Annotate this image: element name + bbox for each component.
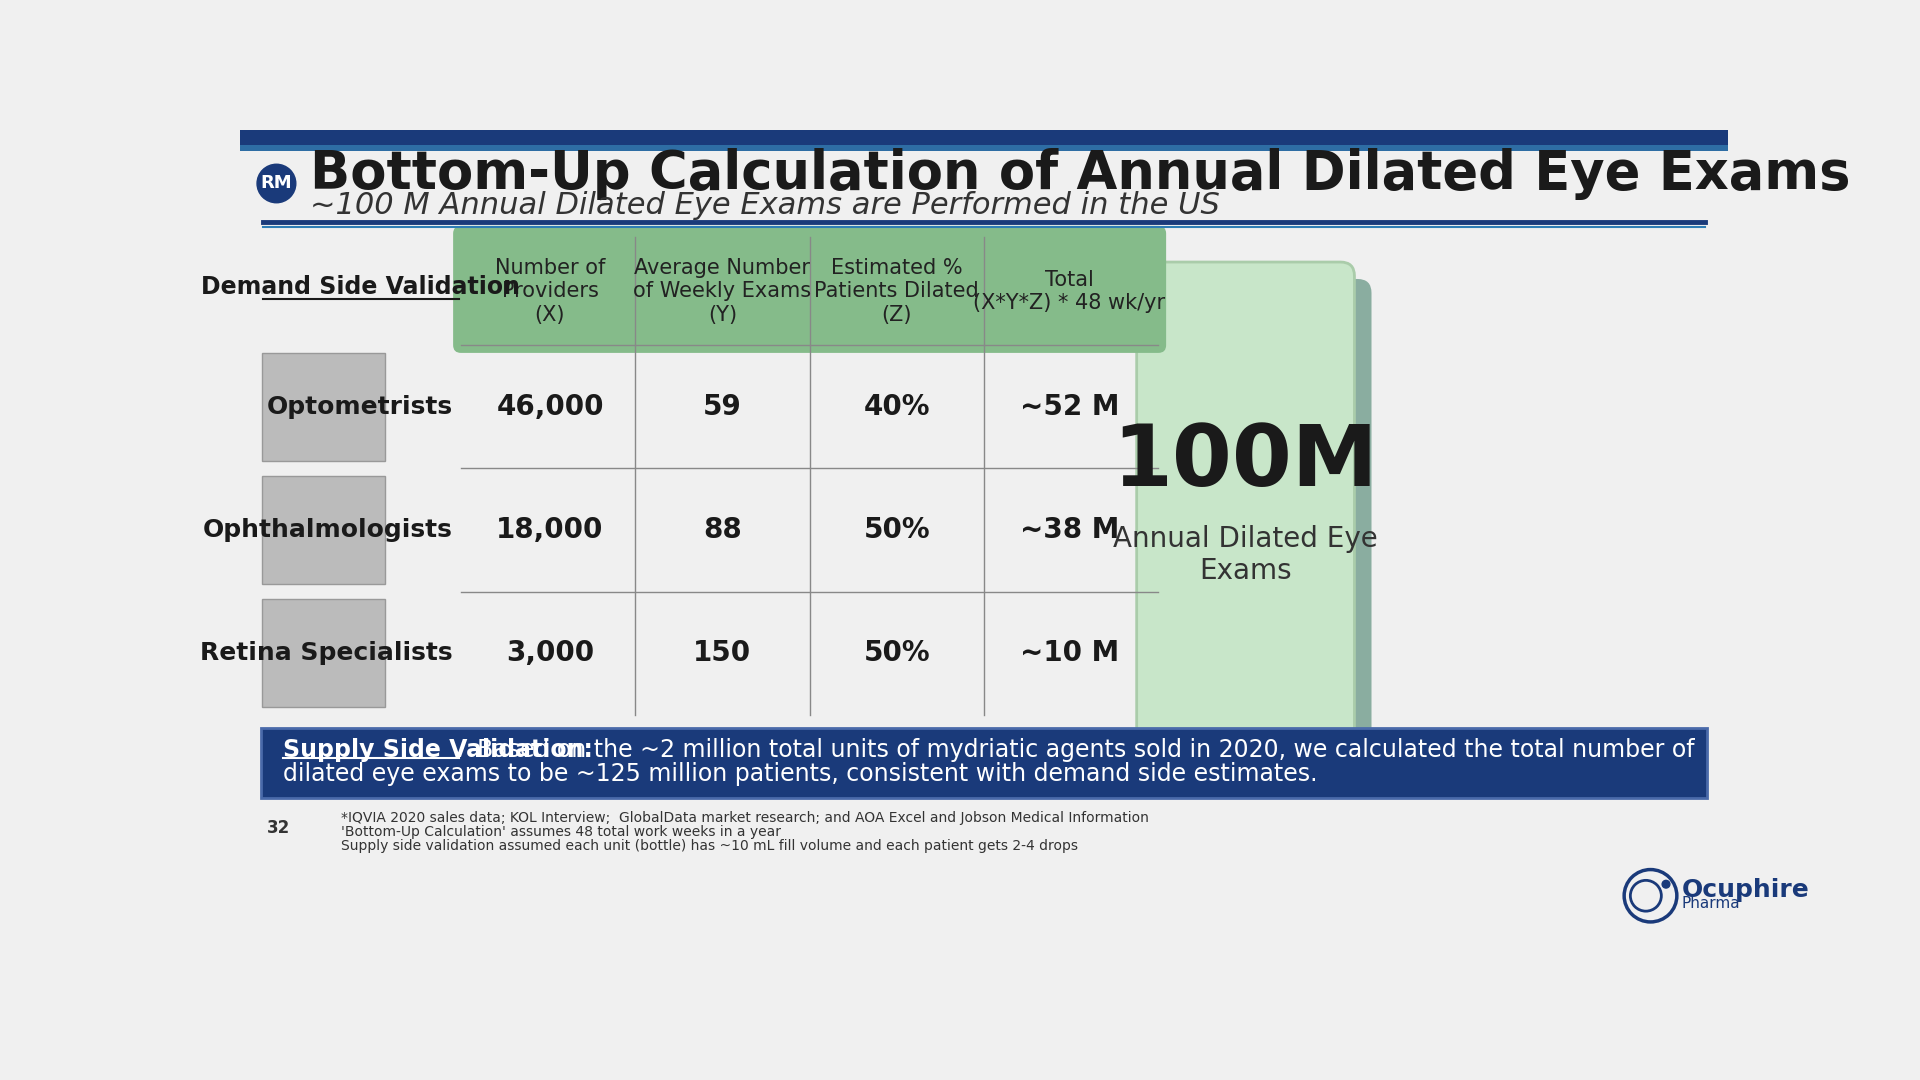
Text: Bottom-Up Calculation of Annual Dilated Eye Exams: Bottom-Up Calculation of Annual Dilated … bbox=[309, 148, 1851, 200]
Text: 100M: 100M bbox=[1114, 421, 1379, 504]
Text: 'Bottom-Up Calculation' assumes 48 total work weeks in a year: 'Bottom-Up Calculation' assumes 48 total… bbox=[340, 825, 781, 839]
Text: 18,000: 18,000 bbox=[495, 516, 603, 544]
Text: Pharma: Pharma bbox=[1682, 896, 1740, 910]
FancyBboxPatch shape bbox=[261, 599, 384, 707]
FancyBboxPatch shape bbox=[240, 145, 1728, 151]
Text: Estimated %
Patients Dilated
(Z): Estimated % Patients Dilated (Z) bbox=[814, 258, 979, 324]
FancyBboxPatch shape bbox=[240, 130, 1728, 145]
FancyBboxPatch shape bbox=[1137, 262, 1354, 748]
Text: 88: 88 bbox=[703, 516, 741, 544]
Text: Average Number
of Weekly Exams
(Y): Average Number of Weekly Exams (Y) bbox=[634, 258, 812, 324]
Text: Ophthalmologists: Ophthalmologists bbox=[204, 518, 453, 542]
Text: Annual Dilated Eye
Exams: Annual Dilated Eye Exams bbox=[1114, 525, 1379, 585]
Text: 50%: 50% bbox=[864, 639, 929, 667]
Text: 40%: 40% bbox=[864, 393, 929, 421]
FancyBboxPatch shape bbox=[261, 728, 1707, 798]
Text: Demand Side Validation: Demand Side Validation bbox=[200, 275, 520, 299]
Text: Supply Side Validation:: Supply Side Validation: bbox=[282, 738, 593, 761]
Text: ~100 M Annual Dilated Eye Exams are Performed in the US: ~100 M Annual Dilated Eye Exams are Perf… bbox=[309, 190, 1219, 219]
Text: Based on the ~2 million total units of mydriatic agents sold in 2020, we calcula: Based on the ~2 million total units of m… bbox=[461, 738, 1693, 761]
FancyBboxPatch shape bbox=[1154, 279, 1371, 765]
Text: 32: 32 bbox=[267, 819, 290, 837]
Text: Supply side validation assumed each unit (bottle) has ~10 mL fill volume and eac: Supply side validation assumed each unit… bbox=[340, 839, 1077, 853]
Text: Total
(X*Y*Z) * 48 wk/yr: Total (X*Y*Z) * 48 wk/yr bbox=[973, 270, 1165, 313]
Circle shape bbox=[1663, 880, 1670, 888]
Text: RM: RM bbox=[261, 175, 292, 192]
Text: 59: 59 bbox=[703, 393, 741, 421]
Circle shape bbox=[257, 164, 296, 203]
Text: 150: 150 bbox=[693, 639, 751, 667]
FancyBboxPatch shape bbox=[261, 353, 384, 461]
Text: 46,000: 46,000 bbox=[495, 393, 603, 421]
FancyBboxPatch shape bbox=[453, 226, 1165, 353]
Text: ~38 M: ~38 M bbox=[1020, 516, 1119, 544]
Text: Number of
Providers
(X): Number of Providers (X) bbox=[495, 258, 605, 324]
FancyBboxPatch shape bbox=[261, 476, 384, 584]
Text: Retina Specialists: Retina Specialists bbox=[200, 642, 453, 665]
Text: *IQVIA 2020 sales data; KOL Interview;  GlobalData market research; and AOA Exce: *IQVIA 2020 sales data; KOL Interview; G… bbox=[340, 811, 1148, 825]
Text: Ocuphire: Ocuphire bbox=[1682, 878, 1809, 902]
Text: ~10 M: ~10 M bbox=[1020, 639, 1119, 667]
Text: ~52 M: ~52 M bbox=[1020, 393, 1119, 421]
Text: 50%: 50% bbox=[864, 516, 929, 544]
Text: dilated eye exams to be ~125 million patients, consistent with demand side estim: dilated eye exams to be ~125 million pat… bbox=[282, 762, 1317, 786]
Text: 3,000: 3,000 bbox=[507, 639, 593, 667]
Text: Optometrists: Optometrists bbox=[267, 395, 453, 419]
